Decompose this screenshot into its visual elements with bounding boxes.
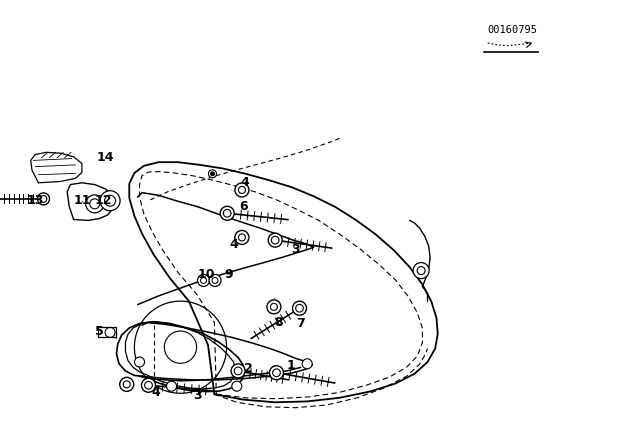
Text: 00160795: 00160795 [487,26,537,35]
Text: 4: 4 [151,386,160,399]
Text: 12: 12 [95,194,113,207]
Text: 3: 3 [193,388,202,402]
Circle shape [86,195,104,213]
Circle shape [38,193,49,205]
Circle shape [100,191,120,211]
Circle shape [134,357,145,367]
Text: 1: 1 [287,359,296,372]
Text: 6: 6 [239,199,248,213]
Text: 3: 3 [291,242,300,256]
Circle shape [413,263,429,279]
Circle shape [120,377,134,392]
Circle shape [231,364,245,378]
Circle shape [235,183,249,197]
Text: 4: 4 [240,176,249,190]
Circle shape [269,366,284,380]
Circle shape [211,172,214,176]
Text: 10: 10 [197,267,215,281]
Text: 7: 7 [296,317,305,330]
Circle shape [198,275,209,286]
Bar [98,327,116,337]
Circle shape [166,381,177,391]
Text: 9: 9 [225,267,234,281]
Text: 4: 4 [229,238,238,251]
Circle shape [235,230,249,245]
Circle shape [302,359,312,369]
Circle shape [209,170,216,178]
Text: 8: 8 [274,316,283,329]
Circle shape [292,301,307,315]
Text: 5: 5 [95,325,104,338]
Circle shape [268,233,282,247]
Circle shape [220,206,234,220]
Circle shape [141,378,156,392]
Circle shape [209,275,221,286]
Text: 13: 13 [26,194,44,207]
Text: 11: 11 [73,194,91,207]
Text: 14: 14 [97,151,115,164]
Text: 2: 2 [244,362,253,375]
Circle shape [267,300,281,314]
Circle shape [232,381,242,391]
